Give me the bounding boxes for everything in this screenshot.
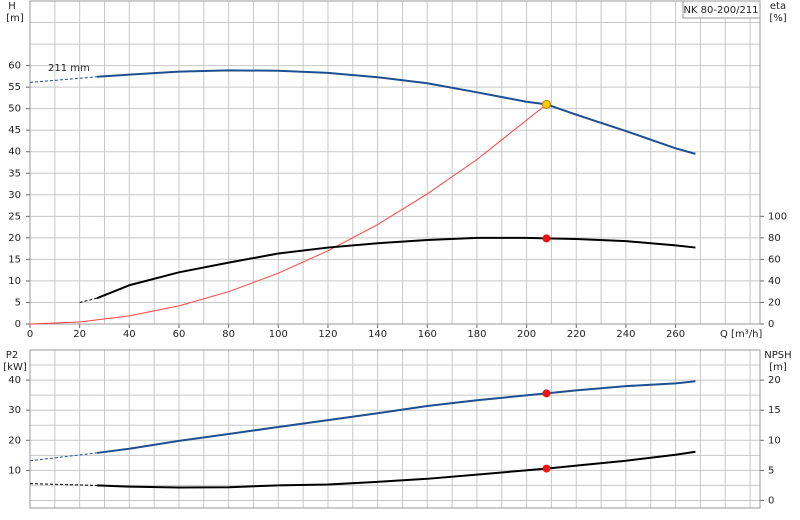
y2-tick-label: 10 <box>768 435 781 446</box>
y-tick-label: 5 <box>15 297 21 308</box>
y-tick-label: 60 <box>8 61 21 72</box>
curve <box>96 236 696 300</box>
x-tick-label: 160 <box>418 329 437 340</box>
y2-tick-label: 100 <box>768 211 787 222</box>
x-tick-label: 220 <box>567 329 586 340</box>
chart-title: NK 80-200/211 <box>683 5 758 16</box>
y-axis-unit: [m] <box>6 13 24 24</box>
plot-frame <box>29 349 761 509</box>
x-axis-label: Q [m³/h] <box>720 329 762 340</box>
extrapolated-curve <box>79 297 98 303</box>
y-tick-label: 35 <box>8 168 21 179</box>
y-tick-label: 30 <box>8 190 21 201</box>
x-tick-label: 80 <box>222 329 235 340</box>
y-tick-label: 55 <box>8 82 21 93</box>
y2-axis-label: eta <box>770 1 786 12</box>
x-tick-label: 0 <box>27 329 33 340</box>
y-tick-label: 10 <box>8 465 21 476</box>
curve <box>29 103 547 325</box>
y-tick-label: 20 <box>8 233 21 244</box>
extrapolated-curve <box>29 483 98 486</box>
y2-axis-unit: [m] <box>769 362 787 373</box>
point-marker <box>541 99 551 109</box>
x-tick-label: 20 <box>73 329 86 340</box>
y-axis-unit: [kW] <box>3 362 27 373</box>
y-axis-label: H <box>8 1 16 12</box>
y-tick-label: 10 <box>8 276 21 287</box>
curve-label: 211 mm <box>48 63 90 74</box>
y-tick-label: 40 <box>8 147 21 158</box>
curve <box>96 380 696 454</box>
plot-frame <box>29 0 761 325</box>
point-marker <box>542 464 551 473</box>
x-tick-label: 120 <box>318 329 337 340</box>
y-tick-label: 50 <box>8 104 21 115</box>
point-marker <box>542 389 551 398</box>
y2-axis-label: NPSH <box>764 350 791 361</box>
curve <box>97 450 696 489</box>
y2-tick-label: 15 <box>768 405 781 416</box>
x-tick-label: 180 <box>467 329 486 340</box>
x-tick-label: 100 <box>269 329 288 340</box>
x-tick-label: 260 <box>666 329 685 340</box>
y2-tick-label: 40 <box>768 276 781 287</box>
x-tick-label: 60 <box>173 329 186 340</box>
y2-axis-unit: [%] <box>769 13 786 24</box>
y2-tick-label: 0 <box>768 319 774 330</box>
extrapolated-curve <box>29 76 98 83</box>
y-tick-label: 30 <box>8 405 21 416</box>
y2-tick-label: 60 <box>768 254 781 265</box>
extrapolated-curve <box>29 452 98 462</box>
y2-tick-label: 20 <box>768 297 781 308</box>
point-marker <box>542 234 551 243</box>
y-tick-label: 20 <box>8 435 21 446</box>
y2-tick-label: 80 <box>768 233 781 244</box>
y-tick-label: 40 <box>8 375 21 386</box>
y2-tick-label: 5 <box>768 465 774 476</box>
y2-tick-label: 0 <box>768 495 774 506</box>
x-tick-label: 240 <box>616 329 635 340</box>
y-tick-label: 15 <box>8 254 21 265</box>
x-tick-label: 200 <box>517 329 536 340</box>
x-tick-label: 140 <box>368 329 387 340</box>
y-tick-label: 25 <box>8 211 21 222</box>
y2-tick-label: 20 <box>768 375 781 386</box>
curve <box>96 69 696 155</box>
y-tick-label: 0 <box>15 319 21 330</box>
x-tick-label: 40 <box>123 329 136 340</box>
title-box <box>682 0 761 19</box>
y-axis-label: P2 <box>6 350 18 361</box>
y-tick-label: 45 <box>8 125 21 136</box>
